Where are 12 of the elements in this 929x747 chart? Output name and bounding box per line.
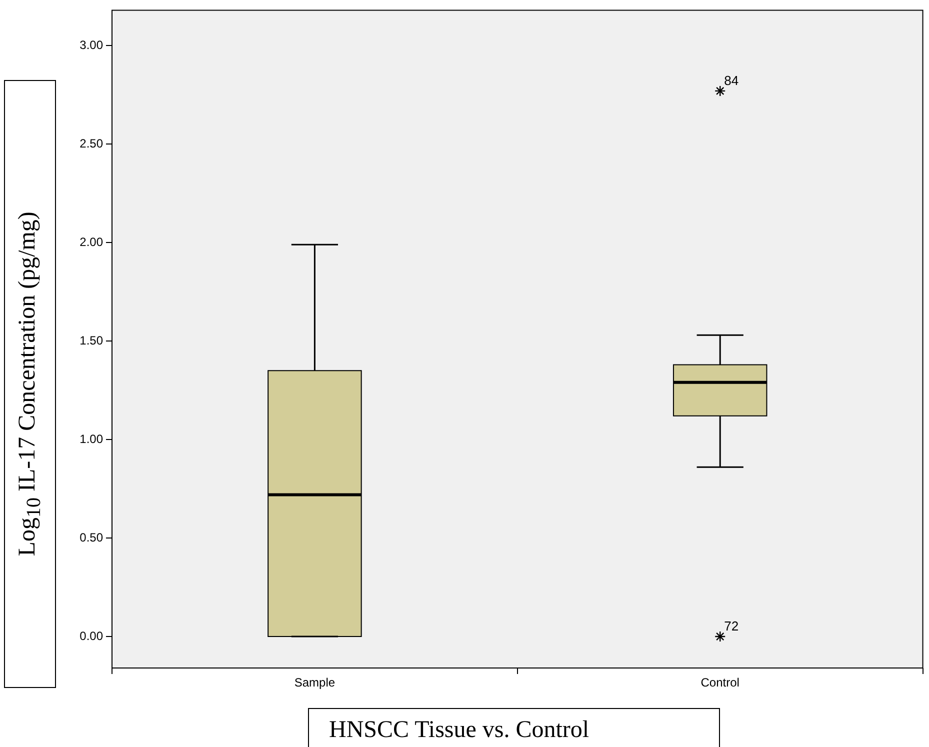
y-tick-label: 0.50: [80, 530, 104, 544]
annotation: 72: [724, 618, 739, 634]
y-tick-label: 0.00: [80, 628, 104, 643]
y-tick-label: 3.00: [80, 38, 104, 52]
annotation: 84: [724, 73, 739, 88]
x-tick-label: Control: [700, 676, 740, 690]
y-tick-label: 2.00: [80, 234, 104, 249]
y-tick-label: 1.50: [80, 333, 104, 348]
y-tick-label: 2.50: [80, 136, 104, 150]
y-tick-label: 1.00: [80, 432, 104, 446]
x-tick-label: Sample: [294, 676, 336, 690]
x-axis-title: HNSCC Tissue vs. Control: [308, 708, 720, 747]
